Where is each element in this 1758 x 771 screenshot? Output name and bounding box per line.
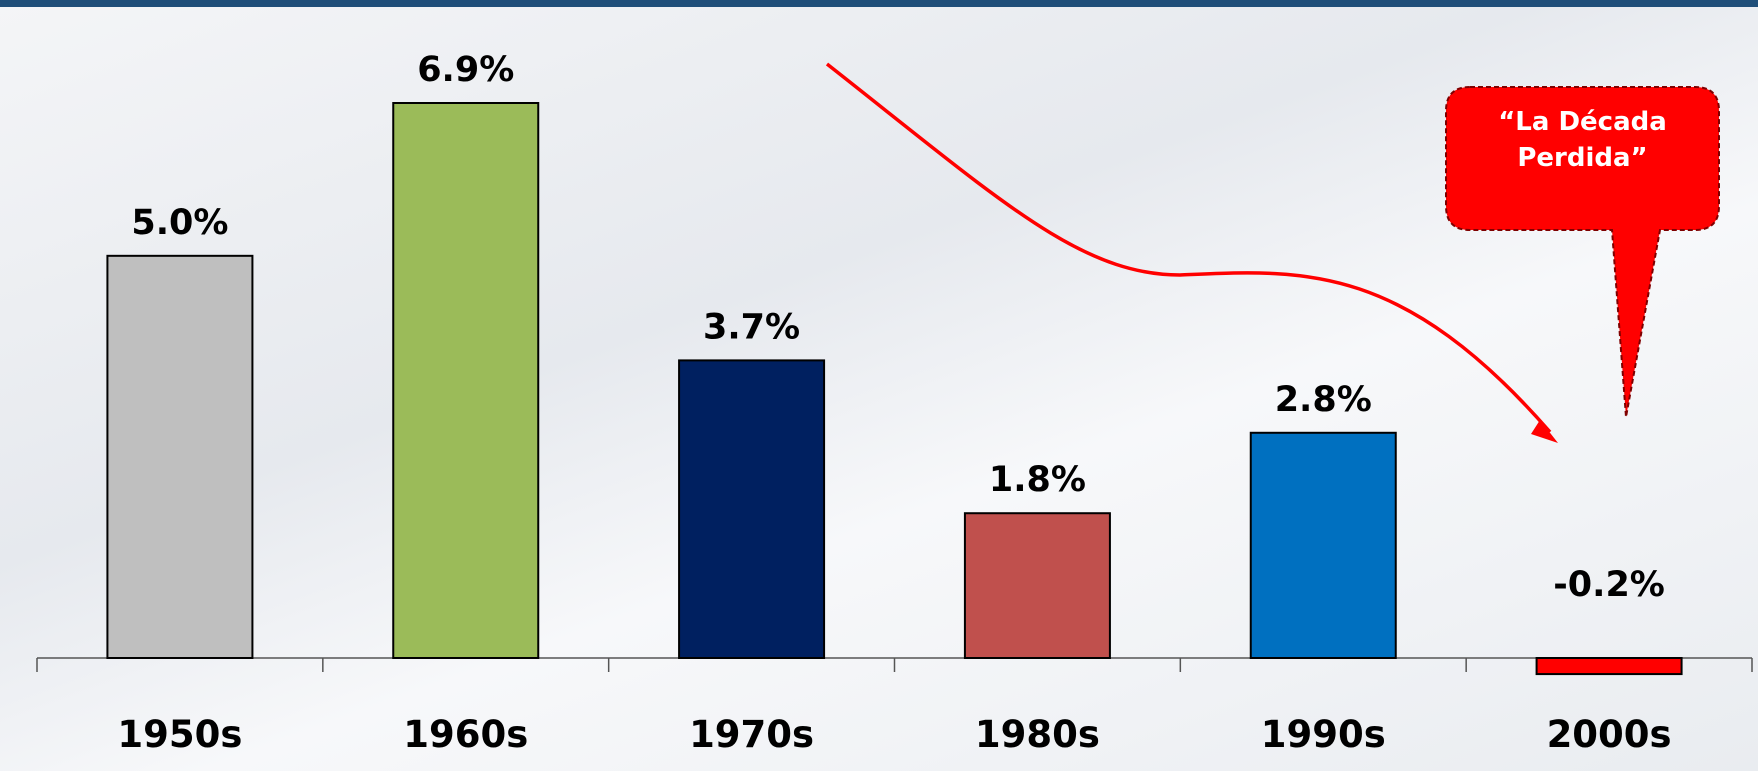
x-tick-label: 1980s — [975, 713, 1100, 756]
x-tick-label: 1990s — [1261, 713, 1386, 756]
x-tick-label: 1950s — [117, 713, 242, 756]
bar — [1535, 657, 1683, 676]
x-tick-label: 1960s — [403, 713, 528, 756]
x-tick-label: 2000s — [1547, 713, 1672, 756]
trend-arrow — [825, 62, 1552, 434]
value-label: 1.8% — [989, 460, 1086, 500]
bar — [1249, 431, 1397, 660]
bar — [678, 359, 826, 659]
value-label: 5.0% — [131, 203, 228, 243]
bar — [963, 512, 1111, 660]
value-label: 6.9% — [417, 50, 514, 90]
top-band — [0, 0, 1758, 7]
callout-text: “La Década Perdida” — [1498, 107, 1667, 173]
bar — [392, 102, 540, 659]
value-label: -0.2% — [1553, 565, 1665, 605]
arrow-head — [1531, 420, 1558, 443]
x-tick-label: 1970s — [689, 713, 814, 756]
value-label: 2.8% — [1275, 380, 1372, 420]
value-label: 3.7% — [703, 307, 800, 347]
callout-bubble — [1445, 86, 1720, 418]
bar — [106, 254, 254, 659]
